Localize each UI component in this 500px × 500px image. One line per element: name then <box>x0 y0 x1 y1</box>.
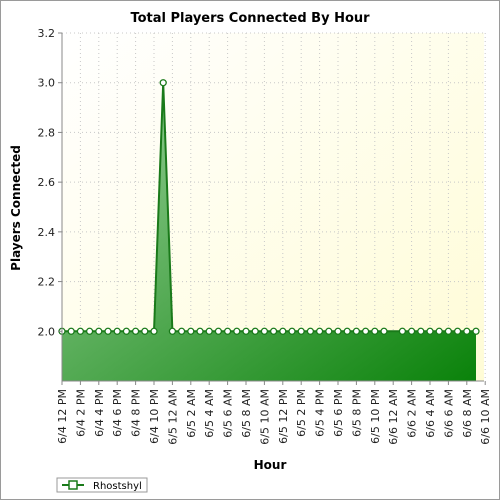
legend-entry-rhostshyl: Rhostshyl <box>93 481 142 492</box>
x-tick-label: 6/5 10 AM <box>258 389 271 445</box>
x-axis-ticks: 6/4 12 PM 6/4 2 PM 6/4 4 PM 6/4 6 PM 6/4 8 P… <box>56 381 492 445</box>
data-point <box>398 327 407 335</box>
y-tick-label: 2.0 <box>38 325 56 338</box>
data-point <box>168 327 177 335</box>
data-point <box>334 327 342 335</box>
x-tick-label: 6/4 10 PM <box>148 389 161 444</box>
data-point <box>95 327 103 335</box>
x-axis-label: Hour <box>254 458 287 472</box>
data-point <box>223 327 232 335</box>
data-point <box>205 327 213 335</box>
data-point <box>463 327 471 335</box>
x-tick-label: 6/5 4 AM <box>203 389 216 438</box>
x-tick-label: 6/5 2 PM <box>295 389 308 437</box>
data-point <box>122 327 131 335</box>
x-tick-label: 6/6 8 AM <box>461 389 474 438</box>
data-point <box>85 327 94 335</box>
x-tick-label: 6/6 6 AM <box>442 389 455 438</box>
x-tick-label: 6/6 12 AM <box>387 389 400 445</box>
data-point <box>113 327 121 335</box>
x-tick-label: 6/5 8 AM <box>240 389 253 438</box>
data-point <box>260 327 269 335</box>
x-tick-label: 6/4 8 PM <box>130 389 143 437</box>
x-tick-label: 6/5 12 PM <box>277 389 290 444</box>
series-area <box>62 82 476 381</box>
data-point <box>325 327 333 335</box>
y-tick-label: 2.2 <box>38 276 56 289</box>
data-point <box>407 327 416 335</box>
plot-background <box>62 33 484 381</box>
x-tick-label: 6/4 12 PM <box>56 389 69 444</box>
data-point <box>435 327 443 335</box>
data-point <box>242 327 250 335</box>
y-tick-label: 2.6 <box>38 176 56 189</box>
data-point <box>150 327 158 335</box>
legend-swatch-marker <box>68 480 78 490</box>
data-point <box>159 79 167 87</box>
data-point <box>177 327 186 335</box>
y-tick-label: 3.0 <box>38 77 56 90</box>
legend: Rhostshyl <box>56 477 148 493</box>
y-axis-label: Players Connected <box>9 145 23 271</box>
y-tick-label: 2.8 <box>38 126 56 139</box>
series-markers <box>58 79 480 335</box>
data-point <box>417 327 425 335</box>
data-point <box>426 327 434 335</box>
data-point <box>76 327 85 335</box>
data-point <box>315 327 324 335</box>
data-point <box>453 327 462 335</box>
data-point <box>371 327 379 335</box>
data-point <box>444 327 453 335</box>
x-tick-label: 6/4 4 PM <box>93 389 106 437</box>
data-point <box>288 327 296 335</box>
x-tick-label: 6/5 8 PM <box>350 389 363 437</box>
x-tick-label: 6/6 10 AM <box>479 389 492 445</box>
data-point <box>472 327 480 335</box>
x-tick-label: 6/6 2 AM <box>406 389 419 438</box>
data-point <box>269 327 278 335</box>
x-tick-label: 6/5 4 PM <box>314 389 327 437</box>
x-tick-label: 6/5 10 PM <box>369 389 382 444</box>
data-point <box>131 327 140 335</box>
y-axis-ticks: 2.0 2.2 2.4 2.6 2.8 3.0 3.2 <box>38 27 62 338</box>
y-tick-label: 3.2 <box>38 27 56 40</box>
data-point <box>251 327 259 335</box>
data-point <box>297 327 305 335</box>
data-point <box>233 327 241 335</box>
data-point <box>352 327 361 335</box>
chart-title: Total Players Connected By Hour <box>130 11 370 26</box>
x-tick-label: 6/4 6 PM <box>111 389 124 437</box>
data-point <box>343 327 351 335</box>
data-point <box>279 327 287 335</box>
data-point <box>380 327 388 335</box>
y-tick-label: 2.4 <box>38 226 56 239</box>
legend-box <box>56 477 148 493</box>
data-point <box>187 327 195 335</box>
data-point <box>306 327 315 335</box>
data-point <box>196 327 204 335</box>
x-tick-label: 6/4 2 PM <box>74 389 87 437</box>
x-tick-label: 6/5 6 AM <box>222 389 235 438</box>
data-point <box>67 327 75 335</box>
data-point <box>141 327 149 335</box>
x-tick-label: 6/5 12 AM <box>166 389 179 445</box>
x-tick-label: 6/6 4 AM <box>424 389 437 438</box>
x-tick-label: 6/5 2 AM <box>185 389 198 438</box>
data-point <box>214 327 223 335</box>
x-tick-label: 6/5 6 PM <box>332 389 345 437</box>
data-point <box>104 327 112 335</box>
data-point <box>361 327 370 335</box>
series-line <box>62 82 476 333</box>
